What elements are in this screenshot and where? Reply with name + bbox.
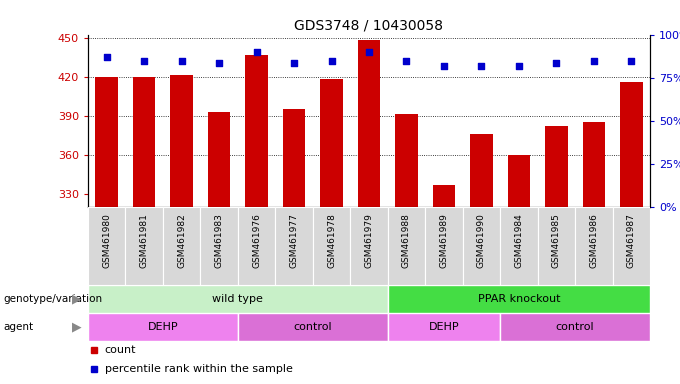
Text: GSM461988: GSM461988 xyxy=(402,213,411,268)
Point xyxy=(551,60,562,66)
Point xyxy=(214,60,224,66)
Text: percentile rank within the sample: percentile rank within the sample xyxy=(105,364,292,374)
Text: ▶: ▶ xyxy=(71,293,81,306)
Text: wild type: wild type xyxy=(212,294,263,304)
Point xyxy=(588,58,599,64)
Text: genotype/variation: genotype/variation xyxy=(3,294,103,304)
Point xyxy=(401,58,412,64)
Bar xyxy=(432,185,455,207)
Bar xyxy=(388,207,425,285)
Text: ▶: ▶ xyxy=(71,321,81,333)
Point xyxy=(101,54,112,60)
Bar xyxy=(350,207,388,285)
Text: GSM461986: GSM461986 xyxy=(590,213,598,268)
Text: GSM461980: GSM461980 xyxy=(102,213,112,268)
Text: GSM461985: GSM461985 xyxy=(552,213,561,268)
Bar xyxy=(275,207,313,285)
Point xyxy=(364,49,375,55)
Bar xyxy=(88,313,238,341)
Text: GSM461982: GSM461982 xyxy=(177,213,186,268)
Bar xyxy=(171,75,193,207)
Bar xyxy=(313,207,350,285)
Text: GSM461976: GSM461976 xyxy=(252,213,261,268)
Bar xyxy=(245,55,268,207)
Bar xyxy=(95,77,118,207)
Bar xyxy=(620,82,643,207)
Point xyxy=(626,58,636,64)
Text: control: control xyxy=(556,322,594,332)
Text: GSM461989: GSM461989 xyxy=(439,213,448,268)
Bar xyxy=(508,155,530,207)
Text: count: count xyxy=(105,345,137,355)
Bar xyxy=(358,40,380,207)
Bar xyxy=(575,207,613,285)
Bar xyxy=(88,285,388,313)
Bar xyxy=(538,207,575,285)
Point xyxy=(439,63,449,69)
Bar xyxy=(613,207,650,285)
Text: GSM461990: GSM461990 xyxy=(477,213,486,268)
Text: DEHP: DEHP xyxy=(148,322,178,332)
Text: DEHP: DEHP xyxy=(428,322,459,332)
Text: PPAR knockout: PPAR knockout xyxy=(477,294,560,304)
Text: GSM461987: GSM461987 xyxy=(627,213,636,268)
Bar xyxy=(208,112,231,207)
Bar xyxy=(395,114,418,207)
Bar xyxy=(583,122,605,207)
Bar xyxy=(462,207,500,285)
Point xyxy=(326,58,337,64)
Bar xyxy=(388,285,650,313)
Text: GSM461977: GSM461977 xyxy=(290,213,299,268)
Bar xyxy=(133,77,156,207)
Text: control: control xyxy=(294,322,332,332)
Title: GDS3748 / 10430058: GDS3748 / 10430058 xyxy=(294,18,443,32)
Point xyxy=(288,60,299,66)
Point xyxy=(513,63,524,69)
Bar xyxy=(238,313,388,341)
Text: GSM461984: GSM461984 xyxy=(514,213,524,268)
Text: GSM461981: GSM461981 xyxy=(139,213,149,268)
Bar xyxy=(388,313,500,341)
Bar xyxy=(283,109,305,207)
Text: agent: agent xyxy=(3,322,33,332)
Point xyxy=(476,63,487,69)
Bar xyxy=(500,313,650,341)
Point xyxy=(139,58,150,64)
Bar xyxy=(545,126,568,207)
Bar xyxy=(320,79,343,207)
Bar xyxy=(126,207,163,285)
Point xyxy=(176,58,187,64)
Text: GSM461979: GSM461979 xyxy=(364,213,373,268)
Bar xyxy=(238,207,275,285)
Bar xyxy=(500,207,538,285)
Bar xyxy=(88,207,126,285)
Bar xyxy=(163,207,201,285)
Bar xyxy=(425,207,462,285)
Text: GSM461983: GSM461983 xyxy=(215,213,224,268)
Bar xyxy=(470,134,492,207)
Text: GSM461978: GSM461978 xyxy=(327,213,336,268)
Point xyxy=(251,49,262,55)
Bar xyxy=(201,207,238,285)
